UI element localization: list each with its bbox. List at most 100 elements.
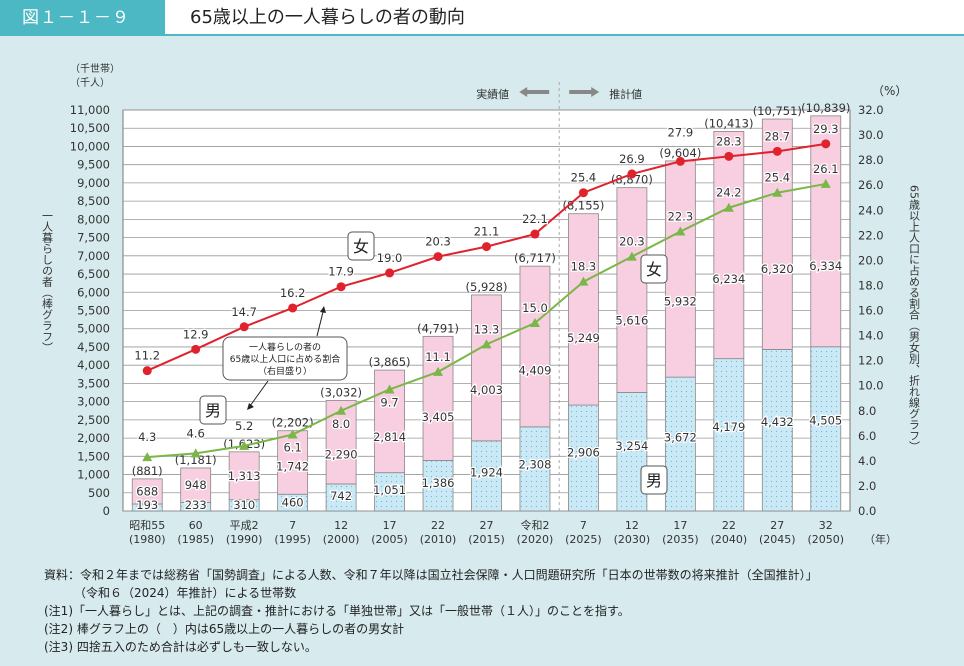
x-tick-label: 7 bbox=[289, 519, 296, 532]
bar-total-label: (6,717) bbox=[514, 251, 556, 265]
female-pct-marker bbox=[336, 282, 346, 292]
bar-female bbox=[471, 294, 502, 442]
left-tick-label: 7,500 bbox=[77, 231, 110, 245]
right-tick-label: 12.0 bbox=[858, 354, 884, 368]
right-unit: （%） bbox=[872, 84, 907, 98]
female-pct-marker bbox=[142, 366, 152, 376]
x-tick-year: (1980) bbox=[129, 533, 166, 546]
female-pct-label: 19.0 bbox=[377, 251, 403, 265]
female-pct-marker bbox=[724, 151, 734, 161]
x-tick-year: (1995) bbox=[274, 533, 311, 546]
left-tick-label: 3,000 bbox=[77, 395, 110, 409]
right-tick-label: 28.0 bbox=[858, 153, 884, 167]
right-tick-label: 20.0 bbox=[858, 253, 884, 267]
bar-male bbox=[664, 376, 696, 512]
projected-label: 推計値 bbox=[609, 87, 642, 101]
female-pct-label: 17.9 bbox=[328, 265, 354, 279]
left-tick-label: 8,500 bbox=[77, 194, 110, 208]
bar-female bbox=[810, 115, 842, 348]
bar-female-label: 688 bbox=[136, 484, 158, 498]
left-tick-label: 10,500 bbox=[70, 121, 110, 135]
bar-total-label: (10,839) bbox=[801, 101, 850, 115]
x-tick-label: 27 bbox=[770, 519, 784, 532]
x-tick-year: (2040) bbox=[711, 533, 748, 546]
bar-female-label: 6,320 bbox=[761, 262, 794, 276]
female-label-box: 女 bbox=[353, 237, 369, 256]
female-pct-label: 12.9 bbox=[183, 327, 209, 341]
left-tick-label: 500 bbox=[88, 486, 110, 500]
male-pct-marker bbox=[239, 440, 250, 450]
left-tick-label: 7,000 bbox=[77, 249, 110, 263]
x-tick-label: 昭和55 bbox=[129, 519, 165, 532]
callout-text: （右目盛り） bbox=[258, 365, 312, 377]
x-tick-label: 27 bbox=[480, 519, 494, 532]
x-tick-year: (1990) bbox=[226, 533, 263, 546]
female-pct-label: 29.3 bbox=[813, 122, 839, 136]
left-tick-label: 4,500 bbox=[77, 340, 110, 354]
female-pct-marker bbox=[482, 242, 491, 252]
male-label-box-2-box bbox=[640, 465, 668, 495]
female-pct-marker bbox=[772, 146, 782, 156]
left-unit-2: （千人） bbox=[70, 77, 110, 89]
bar-female-label: 5,249 bbox=[567, 331, 600, 345]
male-pct-label: 22.3 bbox=[668, 210, 694, 224]
callout-arrow-down-icon bbox=[249, 380, 269, 407]
x-tick-label: 17 bbox=[673, 519, 687, 532]
left-tick-label: 9,500 bbox=[77, 158, 110, 172]
actual-label: 実績値 bbox=[476, 87, 509, 101]
x-tick-year: (2005) bbox=[371, 533, 408, 546]
bar-female-label: 4,003 bbox=[470, 383, 503, 397]
right-tick-label: 30.0 bbox=[858, 128, 884, 142]
right-tick-label: 8.0 bbox=[858, 404, 876, 418]
bar-male bbox=[713, 358, 745, 512]
bar-total-label: (10,751) bbox=[753, 104, 802, 118]
bar-total-label: (4,791) bbox=[417, 321, 459, 335]
x-tick-year: (2045) bbox=[759, 533, 796, 546]
right-tick-label: 14.0 bbox=[858, 329, 884, 343]
male-pct-marker bbox=[675, 226, 686, 236]
male-pct-label: 13.3 bbox=[474, 322, 500, 336]
bar-male bbox=[568, 404, 599, 512]
female-pct-marker bbox=[288, 303, 298, 313]
x-tick-label: 22 bbox=[722, 519, 736, 532]
x-tick-label: 令和2 bbox=[520, 518, 549, 532]
female-pct-marker bbox=[433, 252, 443, 262]
bar-female bbox=[568, 213, 599, 406]
callout-text: 一人暮らしの者の bbox=[249, 341, 321, 353]
left-tick-label: 11,000 bbox=[70, 103, 110, 117]
right-tick-label: 4.0 bbox=[858, 454, 876, 468]
right-tick-label: 6.0 bbox=[858, 429, 876, 443]
bar-male-label: 193 bbox=[136, 498, 158, 512]
left-tick-label: 5,500 bbox=[77, 304, 110, 318]
bar-male bbox=[471, 440, 502, 512]
x-tick-year: (2030) bbox=[614, 533, 651, 546]
bar-male-label: 3,254 bbox=[615, 439, 648, 453]
x-tick-label: 12 bbox=[334, 519, 348, 532]
right-tick-label: 10.0 bbox=[858, 379, 884, 393]
header-underline bbox=[165, 34, 964, 36]
right-tick-label: 0.0 bbox=[858, 504, 876, 518]
male-pct-label: 11.1 bbox=[425, 350, 451, 364]
bar-male bbox=[374, 472, 405, 512]
male-pct-marker bbox=[384, 384, 395, 394]
right-tick-label: 24.0 bbox=[858, 203, 884, 217]
left-tick-label: 8,000 bbox=[77, 212, 110, 226]
female-pct-label: 26.9 bbox=[619, 152, 645, 166]
female-label-box-box bbox=[347, 231, 375, 261]
male-pct-marker bbox=[723, 202, 734, 212]
female-pct-label: 21.1 bbox=[474, 225, 500, 239]
bar-female bbox=[277, 430, 309, 495]
left-tick-label: 10,000 bbox=[70, 139, 110, 153]
female-pct-marker bbox=[385, 268, 395, 278]
male-pct-label: 20.3 bbox=[619, 235, 645, 249]
x-tick-label: 平成2 bbox=[230, 519, 259, 532]
bar-male bbox=[810, 346, 842, 512]
right-tick-label: 2.0 bbox=[858, 479, 876, 493]
male-label-box: 男 bbox=[205, 401, 221, 420]
x-tick-label: 60 bbox=[189, 519, 203, 532]
bar-female-label: 2,814 bbox=[373, 430, 406, 444]
note-source-cont: （令和６（2024）年推計）による世帯数 bbox=[44, 586, 297, 600]
male-pct-label: 4.6 bbox=[187, 426, 205, 440]
male-pct-marker bbox=[772, 187, 783, 197]
right-tick-label: 16.0 bbox=[858, 304, 884, 318]
